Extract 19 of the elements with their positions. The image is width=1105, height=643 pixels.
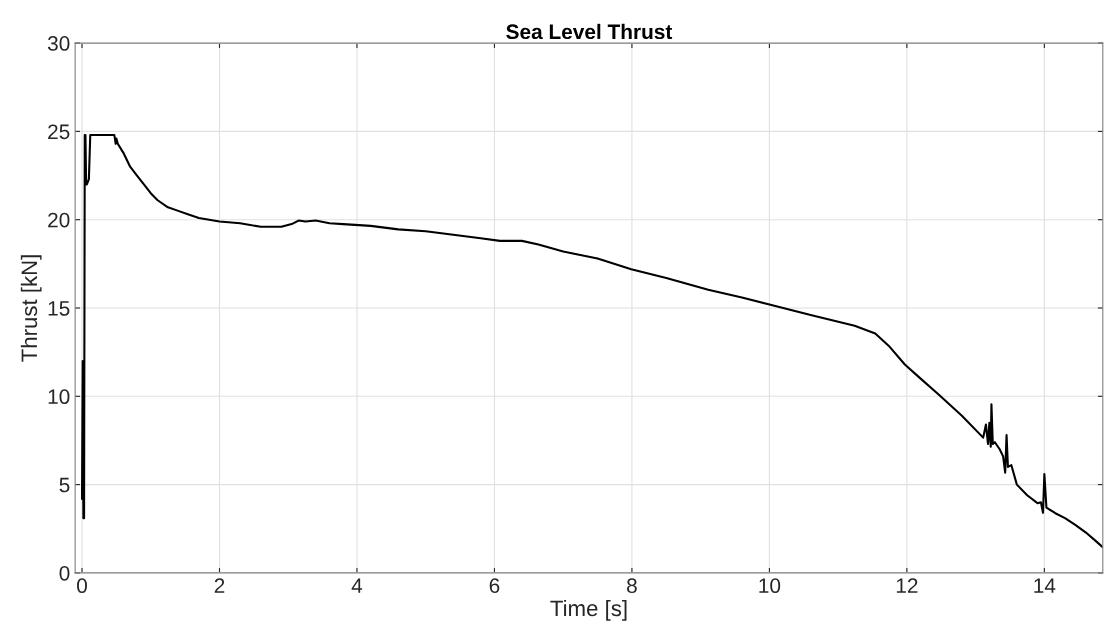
- y-tick-label: 5: [59, 477, 70, 493]
- chart-title: Sea Level Thrust: [506, 23, 673, 40]
- x-axis-title: Time [s]: [550, 599, 627, 621]
- x-tick-label: 8: [627, 578, 637, 594]
- x-tick-label: 6: [489, 578, 500, 594]
- x-tick-label: 10: [759, 578, 781, 594]
- x-tick-label: 14: [1034, 578, 1056, 593]
- y-tick-label: 10: [48, 389, 70, 405]
- y-tick-label: 0: [59, 565, 70, 581]
- y-tick-label: 20: [48, 212, 70, 228]
- line-series: [80, 133, 1103, 549]
- y-tick-label: 30: [47, 36, 70, 51]
- x-tick-label: 12: [896, 578, 918, 593]
- x-tick-label: 0: [77, 578, 87, 594]
- y-tick-label: 25: [48, 124, 70, 140]
- y-axis-title: Thrust [kN]: [20, 255, 42, 362]
- y-tick-label: 15: [48, 301, 70, 316]
- x-tick-label: 2: [214, 578, 225, 593]
- x-tick-label: 4: [351, 578, 363, 593]
